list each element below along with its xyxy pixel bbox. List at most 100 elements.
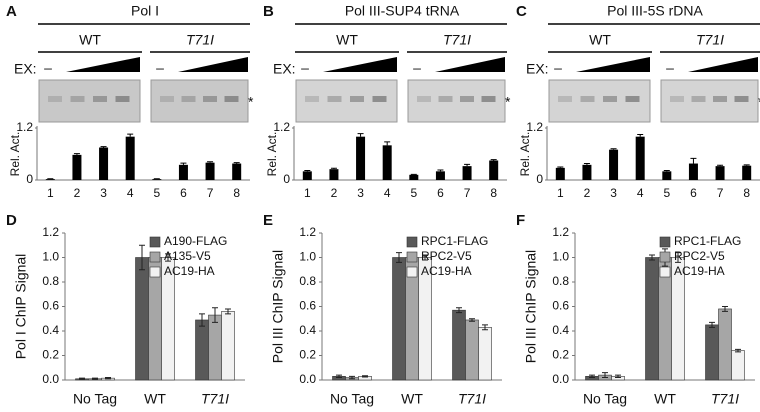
panel-label: F [516,212,525,229]
error-bar [469,318,475,322]
gel-band [603,96,617,102]
x-tick-label: 5 [153,186,160,200]
bar [72,154,82,180]
gel-band [580,96,595,102]
x-tick-label: 5 [410,186,417,200]
gel-band [558,96,572,102]
error-bar [336,374,342,379]
bar [555,167,565,180]
error-bar [127,133,134,137]
group-label: T71I [696,32,724,48]
titration-wedge [576,57,650,72]
control-label: – [44,60,52,76]
error-bar [165,253,171,262]
y-tick-label: 0.0 [299,372,316,386]
y-tick-label: 1.0 [299,250,316,264]
gel-band [181,96,196,102]
panel: A Pol IWT–T71I–EX:*Rel. Act.01.21 2 3 4 5 6 7 8 [6,3,254,200]
legend-swatch [149,251,161,263]
legend-label: RPC2-V5 [421,249,472,263]
panel-label: E [263,212,273,229]
x-tick-label: 4 [384,186,391,200]
y-tick-label: 1.2 [42,225,59,239]
bar [221,311,235,381]
y-axis-label: Pol III ChIP Signal [270,250,286,363]
legend-label: RPC2-V5 [674,249,725,263]
error-bar [456,307,462,314]
error-bar [212,307,218,323]
y-tick-label: 1.2 [16,120,33,134]
bar [489,160,499,180]
error-bar [100,146,107,148]
error-bar [615,374,621,379]
x-tick-label: 7 [464,186,471,200]
panel-label: C [516,3,527,20]
error-bar [602,372,608,379]
group-label: T71I [186,32,214,48]
gel-band [203,96,217,102]
error-bar [557,166,564,168]
error-bar [490,159,497,161]
bar [205,162,215,180]
y-tick-label: 1.0 [42,250,59,264]
error-bar [225,308,231,315]
bar [635,136,645,180]
x-tick-label: 3 [610,186,617,200]
gel-band [625,96,640,102]
control-label: – [666,60,674,76]
legend-label: RPC1-FLAG [421,234,488,248]
x-tick-label: WT [654,391,676,407]
titration-wedge [66,57,140,72]
error-bar [649,254,655,261]
gel-band [438,96,453,102]
x-tick-label: 1 [47,186,54,200]
error-bar [589,374,595,379]
gel-band [713,96,727,102]
gel-band [481,96,496,102]
x-tick-label: 4 [637,186,644,200]
error-bar [482,324,488,331]
y-tick-label: 0.4 [42,323,59,337]
bar [135,257,149,381]
error-bar [437,169,444,172]
x-tick-label: T71I [458,391,486,407]
group-label: T71I [443,32,471,48]
asterisk: * [758,94,760,110]
control-label: – [156,60,164,76]
legend-swatch [149,236,161,248]
panel-label: A [6,3,17,20]
x-tick-label: WT [144,391,166,407]
asterisk: * [248,94,254,110]
error-bar [709,321,715,328]
x-tick-label: 6 [180,186,187,200]
y-tick-label: 1.2 [552,225,569,239]
x-tick-label: T71I [201,391,229,407]
error-bar [675,252,681,263]
error-bar [330,167,337,170]
y-tick-label: 1.2 [299,225,316,239]
bar [382,145,392,180]
control-label: – [413,60,421,76]
panel: D Pol I ChIP Signal 0.0 0.2 0.4 0.6 0.8 1.0 1.2 N… [6,212,245,407]
error-bar [690,157,697,164]
bar [662,171,672,180]
x-tick-label: 2 [584,186,591,200]
error-bar [610,148,617,150]
gel-band [417,96,431,102]
error-bar [663,169,670,172]
panel-title: Pol III-5S rDNA [607,3,703,19]
bar [465,319,479,381]
titration-wedge [323,57,397,72]
error-bar [722,306,728,312]
y-tick-label: 0.6 [299,299,316,313]
y-tick-label: 0 [536,172,543,186]
error-bar [396,252,402,263]
titration-wedge [688,57,758,72]
bar [742,165,752,180]
bar [409,174,419,180]
x-tick-label: 2 [331,186,338,200]
error-bar [73,153,80,155]
x-tick-label: 7 [717,186,724,200]
panel-label: D [6,212,17,229]
